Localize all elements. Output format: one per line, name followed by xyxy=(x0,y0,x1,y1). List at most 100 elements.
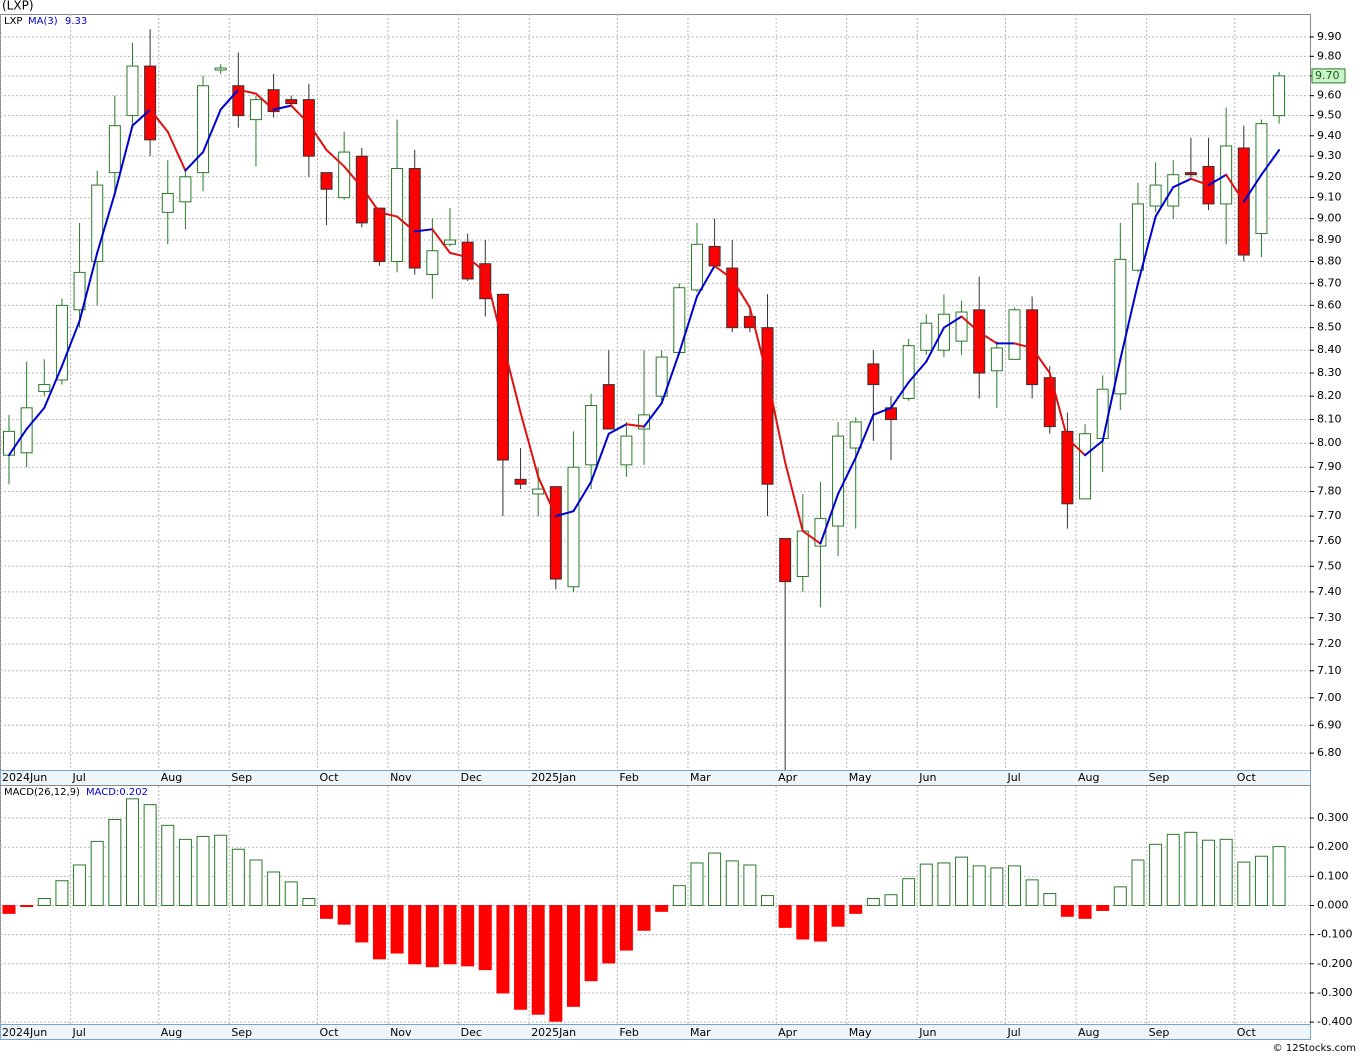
macd-bar xyxy=(390,905,404,954)
macd-bar xyxy=(231,848,245,906)
candle-body xyxy=(690,243,703,291)
candle-body xyxy=(144,65,157,141)
macd-bar xyxy=(831,905,845,927)
x-tick-label: Nov xyxy=(390,771,412,784)
macd-bar xyxy=(849,905,863,914)
macd-bar xyxy=(161,824,175,906)
candle-body xyxy=(3,430,15,456)
macd-bar xyxy=(690,862,704,907)
candle-body xyxy=(479,263,492,300)
x-tick-label: Mar xyxy=(690,1026,711,1039)
ma-segment xyxy=(113,124,134,195)
macd-bar xyxy=(1131,859,1145,906)
y-tick-label: -0.400 xyxy=(1317,1015,1352,1028)
y-tick-label: 9.30 xyxy=(1317,149,1342,162)
candle-body xyxy=(126,65,139,117)
candle-body xyxy=(937,313,950,351)
candle-body xyxy=(320,172,333,190)
x-tick-label: Oct xyxy=(1237,771,1257,784)
candle-body xyxy=(867,363,880,386)
x-tick-label: Nov xyxy=(390,1026,412,1039)
y-tick-label: 0.100 xyxy=(1317,869,1349,882)
macd-bar xyxy=(778,905,792,928)
x-tick-label: Sep xyxy=(231,771,252,784)
x-tick-label: Feb xyxy=(619,771,638,784)
candle-body xyxy=(73,271,86,311)
y-tick-label: 7.60 xyxy=(1317,534,1342,547)
macd-bar xyxy=(813,905,827,942)
ma-segment xyxy=(819,492,840,545)
ma-segment xyxy=(78,251,99,322)
price-tag-box xyxy=(1311,68,1346,84)
ma-segment xyxy=(713,264,734,280)
macd-bar xyxy=(1272,846,1286,906)
ma-segment xyxy=(1066,437,1087,457)
y-tick-label: 7.90 xyxy=(1317,460,1342,473)
macd-bar xyxy=(196,835,210,906)
ma-segment xyxy=(748,306,769,379)
y-tick-label: 7.00 xyxy=(1317,691,1342,704)
y-tick-label: 8.50 xyxy=(1317,321,1342,334)
credit: © 12Stocks.com xyxy=(1273,1043,1356,1054)
candle-body xyxy=(302,99,315,157)
ma-segment xyxy=(925,326,945,363)
macd-bar xyxy=(1043,893,1057,906)
candle-body xyxy=(1149,184,1162,207)
ma-segment xyxy=(837,456,857,495)
ma-segment xyxy=(1136,215,1157,285)
macd-bar xyxy=(1007,865,1021,906)
ma-segment xyxy=(607,423,628,435)
ma-segment xyxy=(1172,177,1192,189)
y-tick-label: 8.20 xyxy=(1317,389,1342,402)
candle-body xyxy=(1131,203,1144,271)
macd-bar xyxy=(37,898,51,907)
macd-bar xyxy=(866,898,880,907)
macd-bar xyxy=(1202,839,1216,907)
ma-segment xyxy=(572,480,593,513)
candle-body xyxy=(849,421,862,449)
x-tick-label: May xyxy=(849,1026,872,1039)
ma-segment xyxy=(484,271,504,345)
macd-bar xyxy=(143,804,157,907)
macd-bar xyxy=(108,819,122,907)
x-tick-label: Sep xyxy=(1149,1026,1170,1039)
macd-bar xyxy=(1025,879,1039,906)
ma-segment xyxy=(1242,173,1263,203)
candle-body xyxy=(232,85,245,117)
y-tick-label: 0.000 xyxy=(1317,899,1349,912)
candle-body xyxy=(1184,172,1197,176)
x-tick-label: 2025Jan xyxy=(531,771,576,784)
candle-body xyxy=(1167,174,1180,207)
x-tick-label: 2025Jan xyxy=(531,1026,576,1039)
y-tick-label: 9.60 xyxy=(1317,89,1342,102)
candle-body xyxy=(990,347,1003,372)
ma-segment xyxy=(466,256,487,274)
y-tick-label: 9.40 xyxy=(1317,129,1342,142)
candle-body xyxy=(1255,123,1268,235)
candle-body xyxy=(638,414,651,430)
ma-segment xyxy=(872,406,892,416)
candle-body xyxy=(267,89,280,113)
legend-macd: MACD(26,12,9) xyxy=(4,787,80,798)
legend-ma: MA(3) xyxy=(28,16,58,27)
macd-bar xyxy=(566,905,580,1007)
candle-body xyxy=(91,184,104,263)
candle-body xyxy=(902,345,915,399)
macd-bar xyxy=(514,905,528,1010)
ma-segment xyxy=(166,130,187,172)
x-tick-label: Aug xyxy=(161,1026,182,1039)
ma-segment xyxy=(1119,282,1139,361)
ma-segment xyxy=(184,151,205,172)
candle-body xyxy=(249,99,262,121)
ma-segment xyxy=(660,351,681,405)
y-tick-label: 8.40 xyxy=(1317,343,1342,356)
ma-segment xyxy=(1031,346,1051,375)
macd-bar xyxy=(919,863,933,906)
macd-bar xyxy=(672,885,686,906)
ma-segment xyxy=(325,149,346,168)
legend-symbol: LXP xyxy=(4,16,22,27)
x-tick-label: Jul xyxy=(1006,771,1020,784)
candle-body xyxy=(496,293,509,461)
